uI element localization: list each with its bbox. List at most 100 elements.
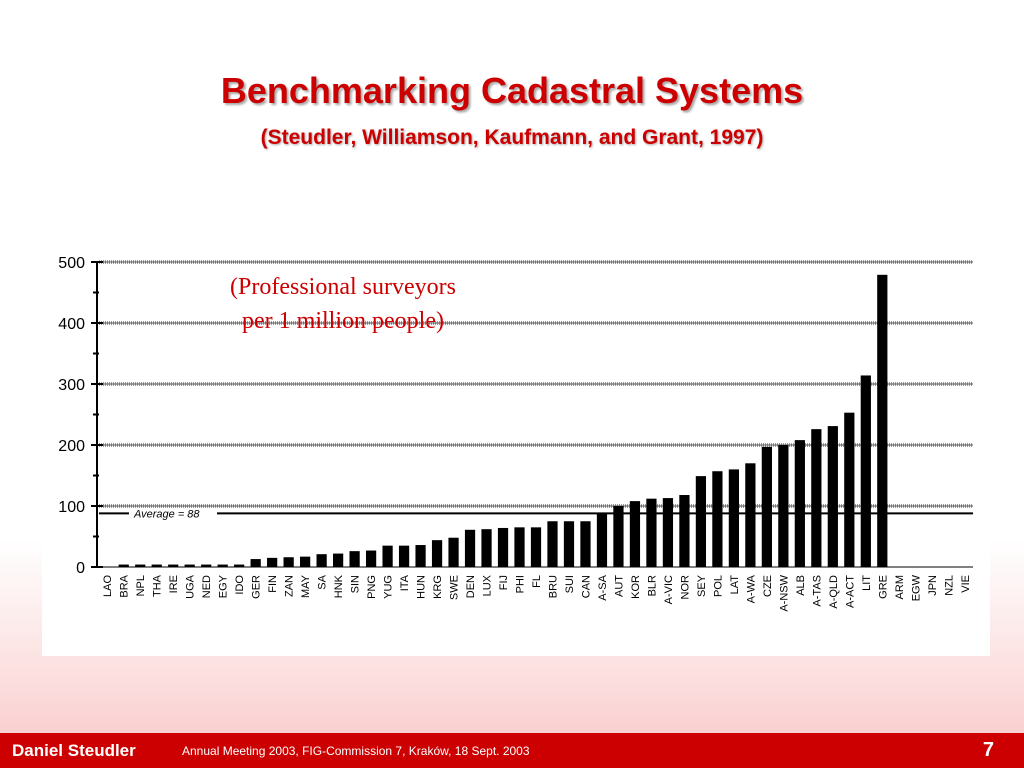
x-tick-label: FIJ <box>498 575 510 590</box>
bar-alb <box>794 440 805 567</box>
x-tick-label: GER <box>251 575 263 599</box>
x-tick-label: NED <box>201 575 213 598</box>
x-tick-label: JPN <box>927 575 939 596</box>
x-tick-label: VIE <box>960 575 972 593</box>
bar-chart: 0 100 200 300 400 500 LAO BRA NPL THA IRE UGA NED EGY… <box>58 255 973 612</box>
x-tick-label: LIT <box>861 575 873 591</box>
x-tick-label: PHI <box>515 575 527 593</box>
bar-fin <box>267 557 278 567</box>
x-tick-label: ITA <box>399 574 411 591</box>
x-tick-label: CZE <box>762 575 774 597</box>
x-tick-label: HUN <box>416 575 428 599</box>
x-tick-label: ARM <box>894 575 906 599</box>
x-tick-label: KOR <box>630 575 642 599</box>
x-tick-label: KRG <box>432 575 444 599</box>
x-tick-label: BRA <box>119 574 131 597</box>
x-tick-label: A-WA <box>745 574 757 603</box>
bar-lux <box>481 529 492 567</box>
x-tick-label: ZAN <box>284 575 296 597</box>
x-tick-label: SEY <box>696 574 708 597</box>
bar-blr <box>646 498 657 567</box>
x-tick-label: THA <box>152 574 164 597</box>
bar-png <box>365 550 377 567</box>
bar-tha <box>151 564 162 567</box>
bar-phi <box>514 527 525 567</box>
x-tick-label: FIN <box>267 575 279 593</box>
bar-ger <box>250 559 261 567</box>
bar-kor <box>629 501 641 567</box>
x-tick-label: EGW <box>910 574 922 601</box>
y-tick-label: 500 <box>58 255 85 272</box>
bar-swe <box>448 537 459 567</box>
bar-aut <box>613 506 624 567</box>
bar-sin <box>349 551 360 567</box>
x-tick-label: SWE <box>449 575 461 600</box>
bar-ido <box>234 564 245 567</box>
bar-sui <box>563 521 575 567</box>
slide-title: Benchmarking Cadastral Systems <box>220 70 804 111</box>
chart-note: (Professional surveyors per 1 million pe… <box>178 270 508 338</box>
x-tick-label: UGA <box>185 574 197 599</box>
x-tick-label: NPL <box>135 575 147 596</box>
x-tick-label: GRE <box>877 575 889 599</box>
bar-sey <box>695 476 707 567</box>
x-tick-label: YUG <box>383 575 395 599</box>
x-tick-label: HNK <box>333 574 345 598</box>
bar-zan <box>283 557 294 567</box>
slide-subtitle: (Steudler, Williamson, Kaufmann, and Gra… <box>260 126 764 149</box>
bar-ire <box>168 564 179 567</box>
bar-yug <box>382 545 393 567</box>
x-tick-label: SUI <box>564 575 576 593</box>
x-tick-label: IRE <box>168 575 180 593</box>
bar-fl <box>530 527 542 567</box>
bar-npl <box>135 564 146 567</box>
x-tick-label: A-ACT <box>844 575 856 608</box>
x-tick-label: BRU <box>547 575 559 598</box>
y-tick-label: 0 <box>76 560 85 577</box>
bar-a-tas <box>811 429 822 567</box>
bar-fij <box>497 527 509 567</box>
x-tick-label: NZL <box>943 575 955 596</box>
bar-can <box>580 521 591 567</box>
bar-nor <box>679 495 690 567</box>
x-tick-label: PNG <box>366 575 378 599</box>
x-tick-label: A-SA <box>597 574 609 600</box>
bar-gre <box>877 274 888 567</box>
chart-panel: 0 100 200 300 400 500 LAO BRA NPL THA IRE UGA NED EGY… <box>42 240 990 656</box>
x-tick-label: AUT <box>613 575 625 597</box>
bar-uga <box>184 564 195 567</box>
bar-lat <box>728 469 739 567</box>
y-tick-label: 400 <box>58 316 85 333</box>
footer-bar: Daniel Steudler Annual Meeting 2003, FIG… <box>0 733 1024 768</box>
bar-lit <box>860 375 871 567</box>
x-tick-label: BLR <box>646 575 658 596</box>
x-tick-label: FL <box>531 575 543 588</box>
page-number: 7 <box>982 739 994 761</box>
x-tick-label: CAN <box>580 575 592 598</box>
bar-hun <box>415 545 426 567</box>
bar-egy <box>217 564 228 567</box>
bar-may <box>300 556 311 567</box>
chart-note-line-2: per 1 million people) <box>242 308 444 334</box>
x-tick-label: MAY <box>300 574 312 598</box>
x-tick-label: IDO <box>234 575 246 595</box>
x-tick-label: NOR <box>679 575 691 600</box>
x-tick-label: SIN <box>350 575 362 593</box>
bar-krg <box>431 540 443 567</box>
x-tick-label: A-TAS <box>811 575 823 607</box>
bar-pol <box>712 471 723 567</box>
average-label: Average = 88 <box>133 508 200 520</box>
y-tick-label: 200 <box>58 438 85 455</box>
footer-event: Annual Meeting 2003, FIG-Commission 7, K… <box>182 744 530 758</box>
bar-a-vic <box>662 498 674 567</box>
x-tick-label: SA <box>317 574 329 589</box>
x-tick-label: LAT <box>729 575 741 595</box>
bar-cze <box>761 446 772 567</box>
bar-a-nsw <box>778 445 789 567</box>
x-tick-label: A-QLD <box>828 575 840 609</box>
bar-sa <box>316 554 327 567</box>
bar-ned <box>201 564 212 567</box>
bar-a-act <box>844 412 855 567</box>
bar-hnk <box>333 553 344 567</box>
x-tick-label: ALB <box>795 575 807 596</box>
